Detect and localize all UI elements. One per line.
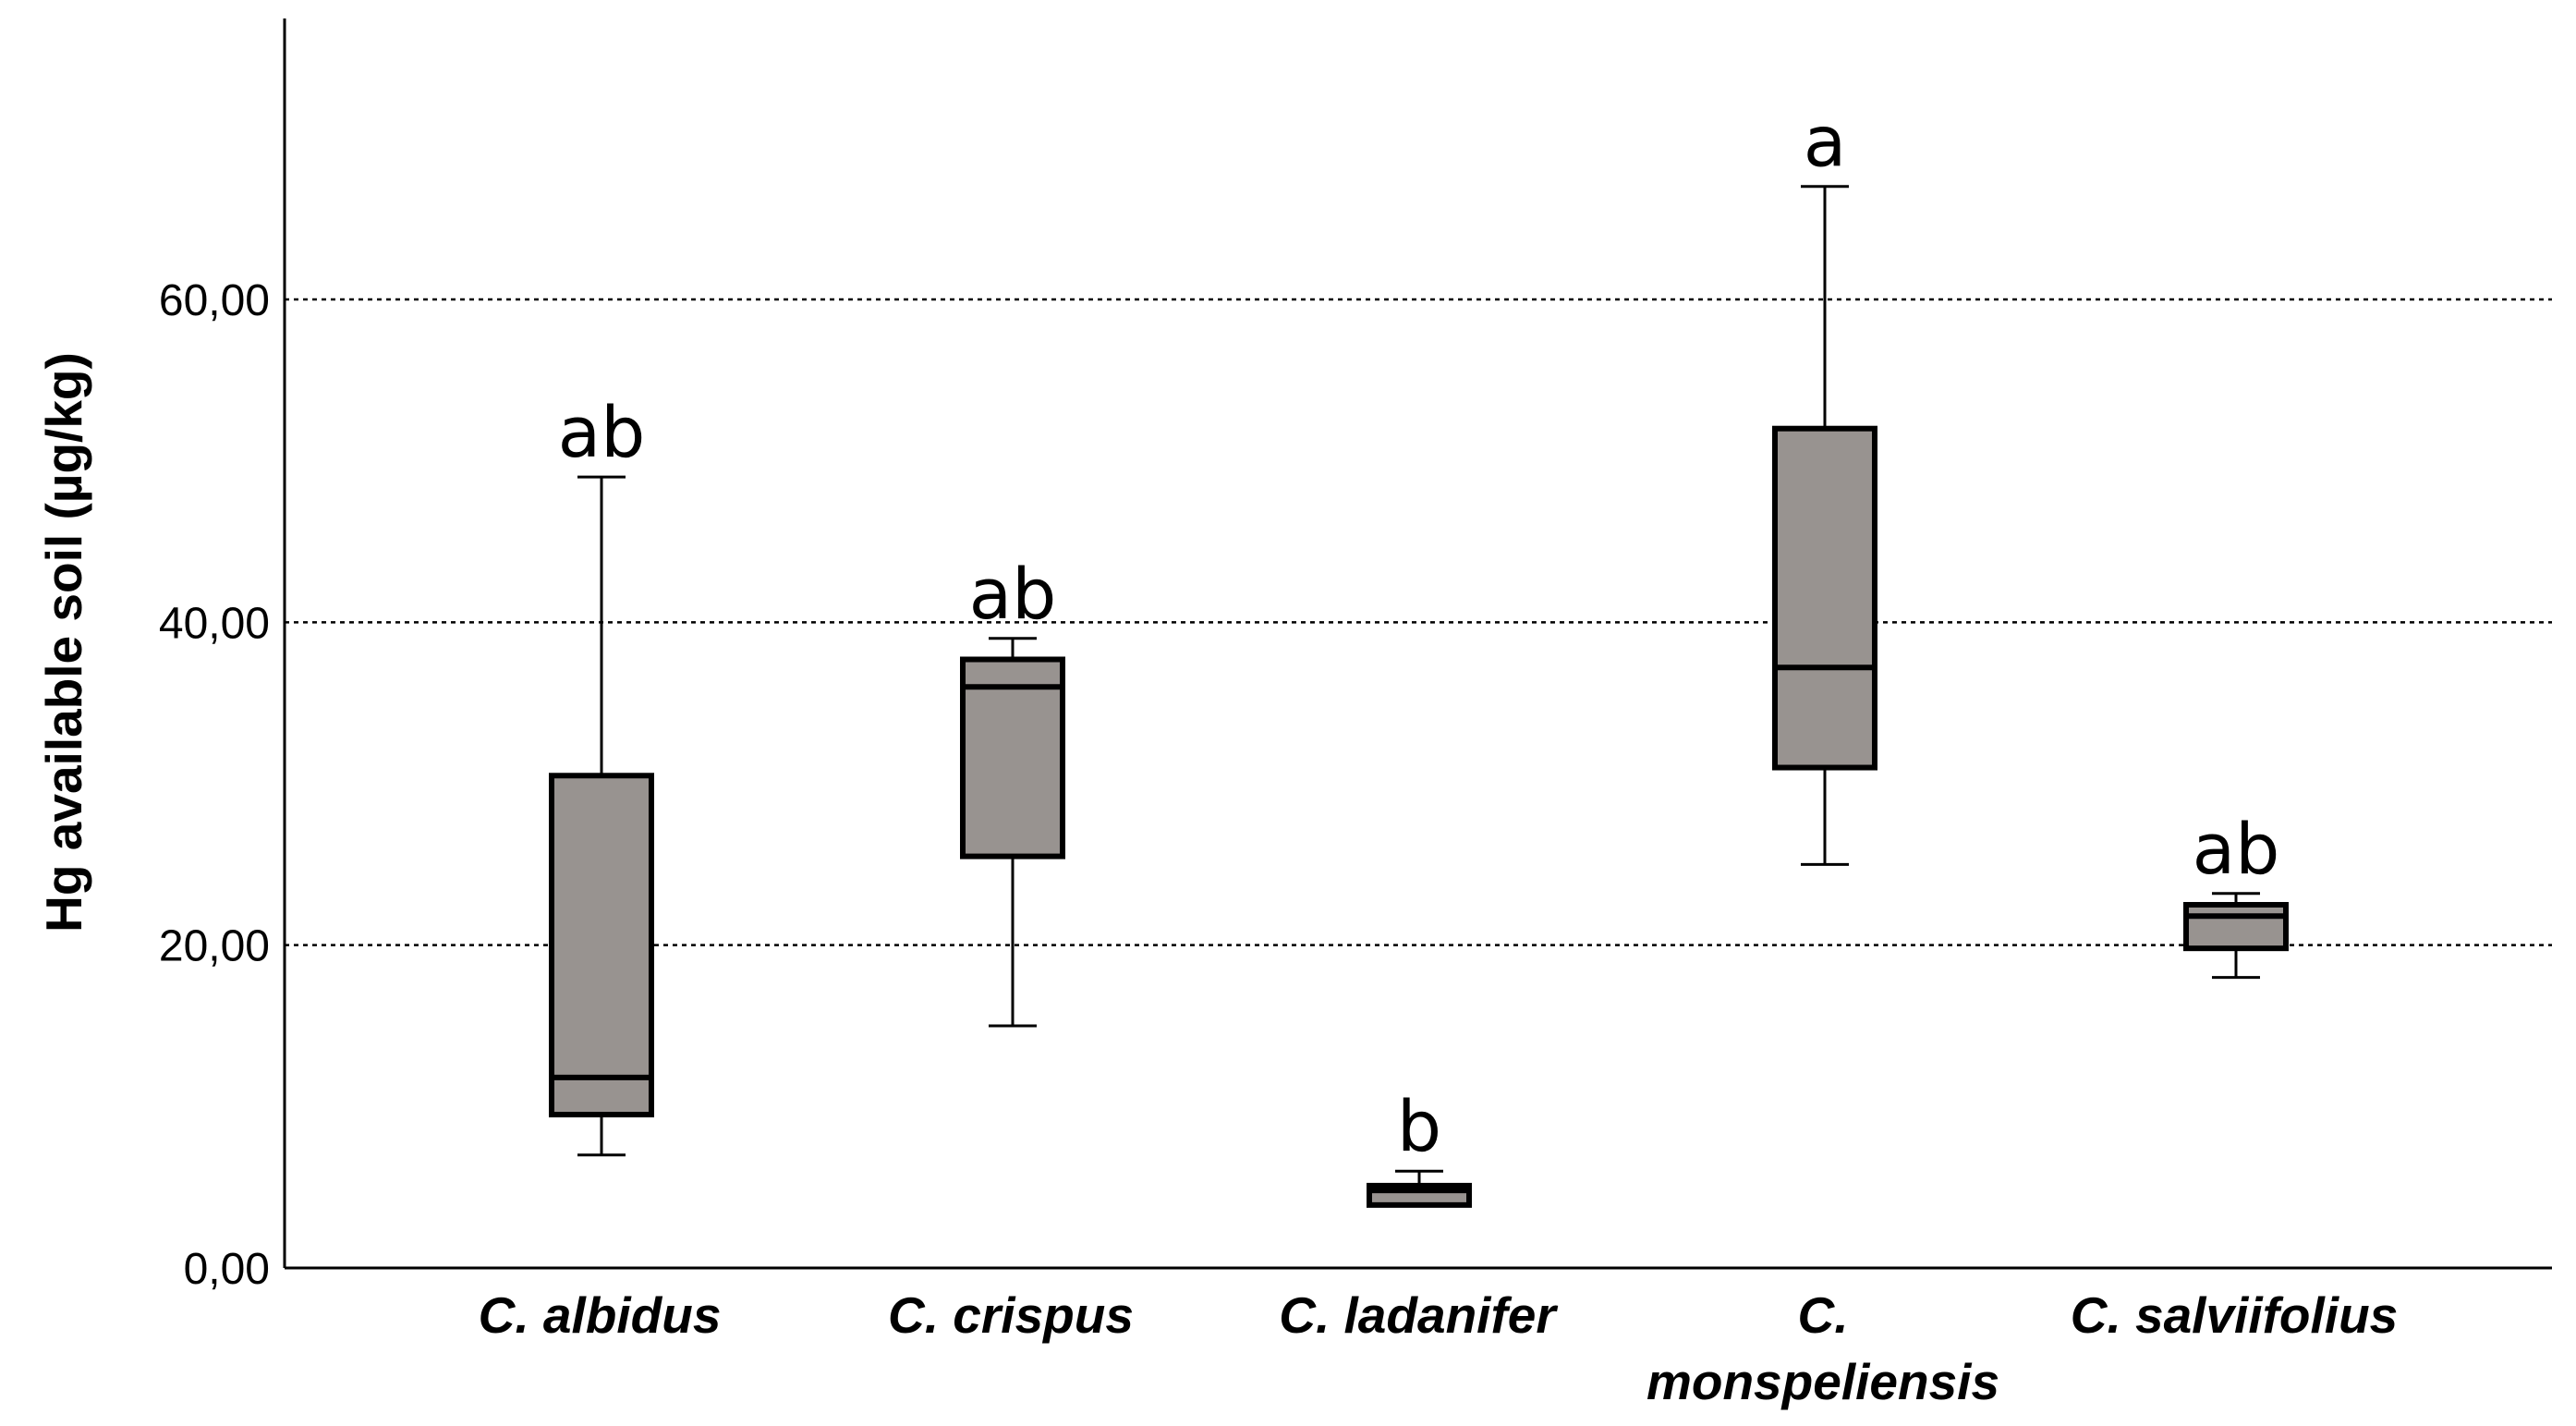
- box-group: b: [1367, 1085, 1472, 1208]
- box-group: a: [1772, 101, 1877, 866]
- x-category-label: C. albidus: [479, 1286, 722, 1344]
- y-tick-label: 40,00: [159, 599, 270, 648]
- y-tick-label: 20,00: [159, 922, 270, 971]
- x-category-label: C. ladanifer: [1279, 1286, 1558, 1344]
- axes: [283, 18, 2552, 1270]
- x-category-label: monspeliensis: [1646, 1353, 1999, 1410]
- x-tick-labels: C. albidus C. crispus C. ladanifer C. monspe…: [479, 1286, 2399, 1410]
- iqr-box: [549, 773, 654, 1118]
- box-group: ab: [960, 553, 1065, 1028]
- significance-letter: ab: [558, 391, 646, 473]
- significance-letter: b: [1397, 1085, 1441, 1167]
- iqr-box: [2183, 902, 2289, 952]
- box-group: ab: [2183, 808, 2289, 980]
- iqr-box: [1772, 425, 1877, 771]
- significance-letter: a: [1804, 101, 1847, 183]
- box-series: ab ab b a ab: [549, 101, 2289, 1208]
- significance-letter: ab: [2193, 808, 2280, 890]
- y-tick-label: 60,00: [159, 276, 270, 325]
- box-group: ab: [549, 391, 654, 1157]
- gridlines: [285, 298, 2552, 946]
- significance-letter: ab: [969, 553, 1057, 635]
- x-category-label: C. salviifolius: [2071, 1286, 2399, 1344]
- x-category-label: C. crispus: [888, 1286, 1134, 1344]
- y-tick-label: 0,00: [184, 1245, 270, 1294]
- y-tick-labels: 0,00 20,00 40,00 60,00: [159, 276, 270, 1294]
- y-axis-label: Hg available soil (µg/kg): [35, 352, 92, 932]
- x-category-label: C.: [1798, 1286, 1849, 1344]
- iqr-box: [960, 656, 1065, 859]
